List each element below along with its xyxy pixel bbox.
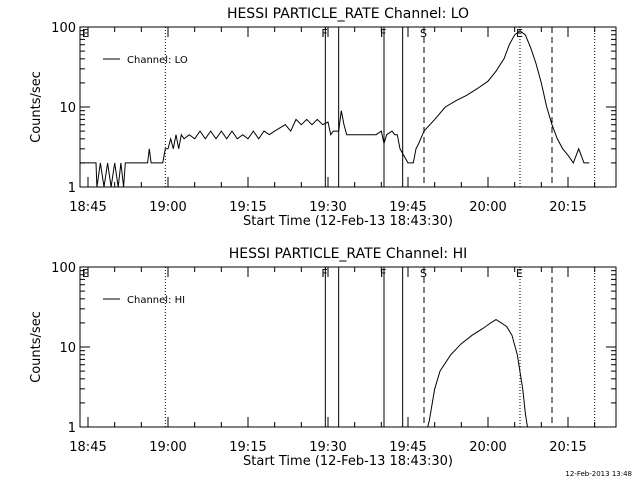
- x-tick-label: 20:00: [469, 200, 506, 215]
- y-axis: 1 10 100: [51, 21, 616, 196]
- y-axis-label: Counts/sec: [29, 311, 44, 383]
- annotation-label: E: [516, 267, 523, 280]
- y-axis-label: Counts/sec: [29, 71, 44, 143]
- annotation-label: F: [321, 27, 327, 40]
- x-tick-label: 19:30: [309, 200, 346, 215]
- footer-timestamp: 12-Feb-2013 13:48: [565, 470, 632, 478]
- annotation-label: E: [516, 27, 523, 40]
- x-tick-label: 18:45: [69, 440, 106, 455]
- annotation-label: F: [380, 27, 386, 40]
- series-line: [427, 319, 528, 427]
- x-tick-label: 19:15: [229, 440, 266, 455]
- annotations: [164, 27, 596, 187]
- y-tick-label: 1: [68, 421, 76, 436]
- legend-label: Channel: LO: [127, 55, 188, 66]
- x-tick-label: 19:30: [309, 440, 346, 455]
- x-tick-label: 19:15: [229, 200, 266, 215]
- chart-panel-1: HESSI PARTICLE_RATE Channel: LO 18:45 19:0…: [29, 6, 617, 229]
- annotation-label: F: [321, 267, 327, 280]
- x-tick-label: 18:45: [69, 200, 106, 215]
- y-axis: 1 10 100: [51, 261, 616, 436]
- y-tick-label: 10: [59, 341, 76, 356]
- x-axis-label: Start Time (12-Feb-13 18:43:30): [243, 454, 453, 469]
- y-tick-label: 100: [51, 261, 76, 276]
- chart-title: HESSI PARTICLE_RATE Channel: LO: [227, 6, 469, 22]
- y-tick-label: 1: [68, 181, 76, 196]
- annotation-label: F: [380, 267, 386, 280]
- chart-panel-2: HESSI PARTICLE_RATE Channel: HI 18:45 19:0…: [29, 246, 617, 469]
- x-axis-label: Start Time (12-Feb-13 18:43:30): [243, 214, 453, 229]
- legend: Channel: LO: [103, 55, 188, 66]
- annotation-label: S: [420, 27, 427, 40]
- legend: Channel: HI: [103, 295, 185, 306]
- plot-frame: [79, 266, 617, 428]
- x-tick-label: 20:15: [549, 200, 586, 215]
- annotation-label: E: [82, 267, 89, 280]
- series-line: [80, 30, 590, 187]
- x-tick-label: 20:00: [469, 440, 506, 455]
- y-tick-label: 100: [51, 21, 76, 36]
- x-tick-label: 19:45: [389, 200, 426, 215]
- annotation-label: E: [82, 27, 89, 40]
- x-tick-label: 19:00: [149, 200, 186, 215]
- legend-label: Channel: HI: [127, 295, 185, 306]
- chart-title: HESSI PARTICLE_RATE Channel: HI: [229, 246, 467, 262]
- x-axis: 18:45 19:00 19:15 19:30 19:45 20:00 20:15: [69, 27, 596, 215]
- x-tick-label: 19:00: [149, 440, 186, 455]
- x-tick-label: 19:45: [389, 440, 426, 455]
- annotations: [164, 267, 596, 427]
- y-tick-label: 10: [59, 101, 76, 116]
- x-tick-label: 20:15: [549, 440, 586, 455]
- annotation-label: S: [420, 267, 427, 280]
